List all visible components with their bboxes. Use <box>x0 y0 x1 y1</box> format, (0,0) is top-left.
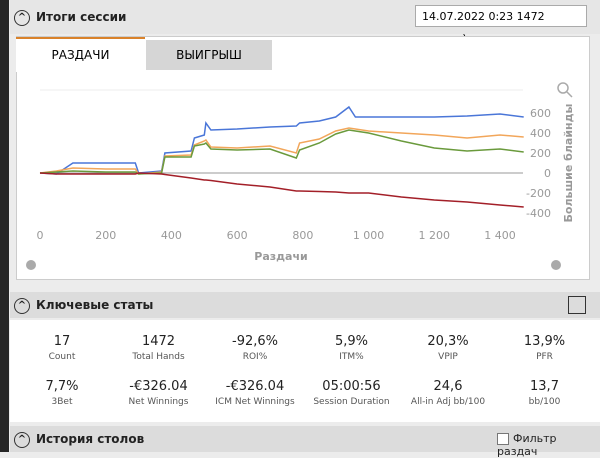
section-title: Ключевые статы <box>36 298 154 312</box>
y-tick-label: -400 <box>526 207 551 220</box>
stat-label: VPIP <box>438 352 458 362</box>
stat: 13,9% PFR <box>497 334 593 362</box>
y-tick-label: 400 <box>530 127 551 140</box>
stat-label: Total Hands <box>132 352 185 362</box>
side-strip <box>0 0 9 452</box>
stat-label: PFR <box>536 352 553 362</box>
section-title: История столов <box>36 432 145 446</box>
x-tick-label: 600 <box>227 229 248 242</box>
x-tick-label: 1 400 <box>484 229 516 242</box>
y-tick-label: 0 <box>544 167 551 180</box>
y-tick-label: 200 <box>530 147 551 160</box>
tab[interactable]: ВЫИГРЫШ <box>146 40 272 70</box>
stat-value: 5,9% <box>334 334 369 349</box>
x-tick-label: 1 200 <box>419 229 451 242</box>
x-tick-label: 1 000 <box>353 229 385 242</box>
x-tick-label: 400 <box>161 229 182 242</box>
layout-button[interactable] <box>568 296 586 314</box>
stat-value: 13,7 <box>530 379 559 394</box>
stat: 17 Count <box>14 334 110 362</box>
stat-value: -€326.04 <box>129 379 188 394</box>
stat: 20,3% VPIP <box>400 334 496 362</box>
chart: Раздачи Большие блайнды 0 200 400 600 800 1 0… <box>26 82 575 270</box>
stat: 24,6 All-in Adj bb/100 <box>400 379 496 407</box>
series-line <box>39 105 524 175</box>
x-tick-label: 800 <box>292 229 313 242</box>
x-axis-label: Раздачи <box>254 250 307 263</box>
stat-label: ITM% <box>339 352 364 362</box>
stats-header: ^ Ключевые статы <box>10 292 600 318</box>
stat-value: -92,6% <box>232 334 278 349</box>
stat: -€326.04 Net Winnings <box>111 379 207 407</box>
y-tick-label: -200 <box>526 187 551 200</box>
zoom-icon[interactable] <box>557 82 569 94</box>
chart-panel <box>16 36 590 280</box>
series-line <box>39 127 524 175</box>
collapse-icon[interactable]: ^ <box>14 431 30 448</box>
filter-checkbox[interactable]: Фильтр раздач <box>497 432 600 458</box>
stat: -€326.04 ICM Net Winnings <box>207 379 303 407</box>
stat-value: 17 <box>53 334 71 349</box>
info-icon[interactable] <box>551 260 561 270</box>
stat-value: -€326.04 <box>225 379 285 394</box>
stat-label: ROI% <box>242 352 268 362</box>
zoom-icon <box>566 91 573 98</box>
stat: 05:00:56 Session Duration <box>304 379 400 407</box>
stat-label: 3Bet <box>51 397 73 407</box>
stat-value: 20,3% <box>427 334 469 349</box>
x-tick-label: 200 <box>95 229 116 242</box>
stat: 7,7% 3Bet <box>14 379 110 407</box>
collapse-icon[interactable]: ^ <box>14 9 30 26</box>
stat-label: All-in Adj bb/100 <box>410 397 486 407</box>
tab[interactable]: РАЗДАЧИ <box>16 37 145 72</box>
stat-label: Count <box>48 352 76 362</box>
stat: 1472 Total Hands <box>111 334 207 362</box>
settings-icon[interactable] <box>26 260 36 270</box>
section-title: Итоги сессии <box>36 10 127 24</box>
x-tick-label: 0 <box>37 229 44 242</box>
stat-label: Session Duration <box>313 397 390 407</box>
stat-value: 05:00:56 <box>322 379 381 394</box>
series-line <box>39 129 524 175</box>
y-tick-label: 600 <box>530 107 551 120</box>
stat-value: 7,7% <box>45 379 79 394</box>
series-line <box>39 172 524 208</box>
stat: 13,7 bb/100 <box>497 379 593 407</box>
stat-value: 13,9% <box>523 334 566 349</box>
stat: 5,9% ITM% <box>304 334 400 362</box>
stat-label: ICM Net Winnings <box>215 397 295 407</box>
stats-grid: 17 Count 1472 Total Hands -92,6% ROI% 5,9% ITM%… <box>10 320 600 422</box>
stat: -92,6% ROI% <box>207 334 303 362</box>
stat-value: 1472 <box>141 334 176 349</box>
y-axis-label: Большие блайнды <box>562 103 575 222</box>
stat-value: 24,6 <box>433 379 463 394</box>
stat-label: bb/100 <box>528 397 561 407</box>
stat-label: Net Winnings <box>128 397 189 407</box>
collapse-icon[interactable]: ^ <box>14 297 30 314</box>
